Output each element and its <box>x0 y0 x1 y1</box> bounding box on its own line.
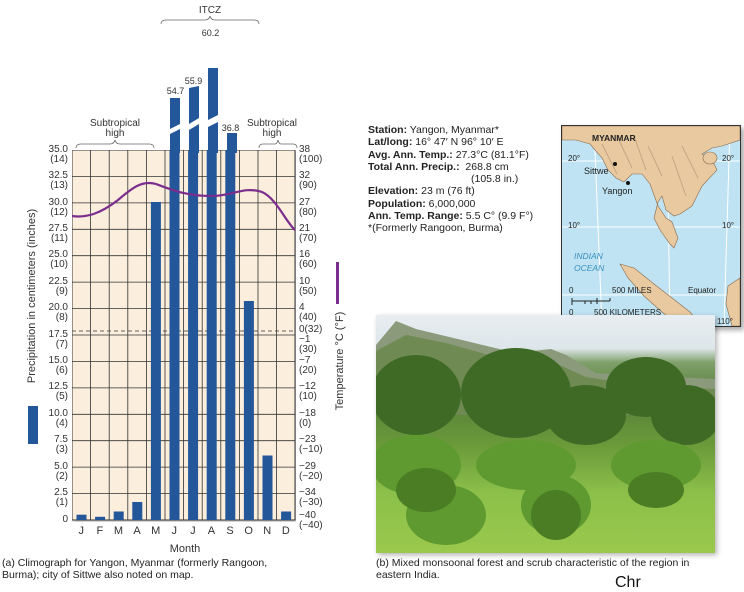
x-axis-months: J F M A M J J A S O N D <box>72 525 296 539</box>
month-label: F <box>96 525 104 537</box>
map-scale-miles: 500 MILES <box>612 286 652 295</box>
value-label-jun: 54.7 <box>166 86 185 96</box>
y2-axis-title: Temperature °C (°F) <box>334 311 346 411</box>
value-label-aug: 60.2 <box>201 28 220 38</box>
map-lon-110: 110° <box>717 317 733 326</box>
month-label: A <box>133 525 141 537</box>
month-label: A <box>207 525 216 537</box>
caption-b: (b) Mixed monsoonal forest and scrub cha… <box>376 557 690 581</box>
map-scale-zero-km: 0 <box>569 308 574 317</box>
month-label: O <box>244 525 253 537</box>
month-label: N <box>263 525 272 537</box>
map-scale-km: 500 KILOMETERS <box>594 308 662 317</box>
tick-m12c: −12 (10) <box>299 381 317 402</box>
tick-27c: 27 (80) <box>299 197 317 218</box>
tick-0: 0 <box>62 514 68 525</box>
tick-32c: 32 (90) <box>299 170 317 191</box>
locator-map: MYANMAR 20° 20° Sittwe Yangon 10° 10° IN… <box>561 125 741 327</box>
tick-2-5: 2.5 (1) <box>54 487 68 508</box>
map-scale-zero-miles: 0 <box>569 286 574 295</box>
tick-22-5: 22.5 (9) <box>48 276 68 297</box>
month-label: J <box>78 525 85 537</box>
map-lat-20-right: 20° <box>722 154 735 163</box>
tick-35: 35.0 (14) <box>48 144 68 165</box>
month-label: J <box>190 525 196 537</box>
landscape-photo <box>376 315 715 553</box>
map-city-sittwe: Sittwe <box>584 166 609 176</box>
subtropical-high-left-brace <box>75 140 155 149</box>
map-lat-10-right: 10° <box>722 221 735 230</box>
map-lat-20-left: 20° <box>568 154 581 163</box>
x-axis-title: Month <box>169 543 201 555</box>
tick-27-5: 27.5 (11) <box>48 223 68 244</box>
month-label: J <box>171 525 178 537</box>
precipitation-legend-swatch <box>28 406 38 444</box>
temperature-legend-line <box>336 262 339 304</box>
month-label: M <box>151 525 161 537</box>
tick-10: 10.0 (4) <box>48 408 68 429</box>
tick-5: 5.0 (2) <box>54 461 68 482</box>
tick-30: 30.0 (12) <box>48 197 68 218</box>
station-info: Station: Yangon, Myanmar* Lat/long: 16° … <box>368 124 534 235</box>
tick-0c: 0(32) −1 (30) <box>299 324 323 355</box>
tick-20: 20.0 (8) <box>48 302 68 323</box>
climograph: ITCZ Subtropical high Subtropical high <box>0 0 365 583</box>
tick-m34c: −34 (−30) <box>299 487 323 508</box>
tick-m40c: −40 (−40) <box>299 510 323 531</box>
map-city-yangon: Yangon <box>602 186 633 196</box>
map-land <box>562 126 740 326</box>
subtropical-high-right-label: Subtropical high <box>246 118 298 139</box>
y-axis-title: Precipitation in centimeters (inches) <box>26 208 38 384</box>
plot-area <box>72 150 296 521</box>
month-label: M <box>113 525 124 537</box>
broken-bars-overflow <box>170 68 237 153</box>
tick-m23c: −23 (−10) <box>299 434 323 455</box>
tick-25: 25.0 (10) <box>48 249 68 270</box>
tick-38c: 38 (100) <box>299 144 323 165</box>
tick-m18c: −18 (0) <box>299 408 316 429</box>
map-ocean-label: INDIAN OCEAN <box>574 251 605 273</box>
tick-16c: 16 (60) <box>299 249 317 270</box>
tick-m7c: −7 (20) <box>299 355 317 376</box>
map-lat-10-left: 10° <box>568 221 581 230</box>
value-label-jul: 55.9 <box>184 76 203 86</box>
map-country-label: MYANMAR <box>592 133 636 143</box>
caption-a: (a) Climograph for Yangon, Myanmar (form… <box>2 557 268 581</box>
tick-7-5: 7.5 (3) <box>54 434 68 455</box>
month-label: S <box>226 525 234 537</box>
tick-15: 15.0 (6) <box>48 355 68 376</box>
itcz-brace <box>160 16 260 25</box>
itcz-label: ITCZ <box>198 5 222 16</box>
subtropical-high-right-brace <box>258 140 298 149</box>
photo-scenery <box>376 321 715 545</box>
tick-10c: 10 (50) <box>299 276 317 297</box>
month-label: D <box>281 525 290 537</box>
tick-12-5: 12.5 (5) <box>48 381 68 402</box>
tick-32-5: 32.5 (13) <box>48 170 68 191</box>
tick-21c: 21 (70) <box>299 223 317 244</box>
map-equator-label: Equator <box>688 286 717 295</box>
tick-17-5: 17.5 (7) <box>48 329 68 350</box>
footer-partial-text: Chr <box>615 574 641 591</box>
value-label-sep: 36.8 <box>221 123 240 133</box>
tick-m29c: −29 (−20) <box>299 461 323 482</box>
tick-4c: 4 (40) <box>299 302 317 323</box>
subtropical-high-left-label: Subtropical high <box>89 118 141 139</box>
